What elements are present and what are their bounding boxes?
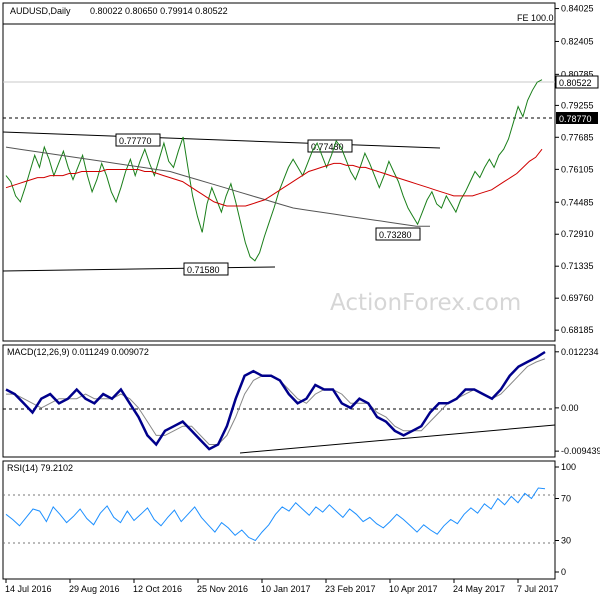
price-series xyxy=(5,79,543,262)
svg-text:0.80522: 0.80522 xyxy=(559,78,592,88)
watermark-text: ActionForex.com xyxy=(330,290,521,316)
macd-axis-ticks: 0.012234 0.00 -0.009439 xyxy=(555,347,600,456)
macd-trendline xyxy=(239,424,556,454)
rsi-line xyxy=(5,487,546,542)
svg-text:0.77480: 0.77480 xyxy=(311,142,344,152)
x-tick-label: 7 Jul 2017 xyxy=(517,584,559,594)
price-tick-label: 0.82405 xyxy=(561,36,594,46)
x-tick-label: 10 Apr 2017 xyxy=(389,584,438,594)
price-label-77770: 0.77770 xyxy=(115,133,161,147)
macd-tick-label: 0.00 xyxy=(561,403,579,413)
price-tick-label: 0.69760 xyxy=(561,293,594,303)
macd-tick-label: -0.009439 xyxy=(561,446,600,456)
moving-averages xyxy=(5,146,543,227)
price-label-71580: 0.71580 xyxy=(183,262,229,276)
x-tick-label: 10 Jan 2017 xyxy=(261,584,311,594)
symbol-label: AUDUSD,Daily xyxy=(10,6,71,16)
price-tick-label: 0.80785 xyxy=(561,69,594,79)
svg-text:0.73280: 0.73280 xyxy=(379,230,412,240)
svg-text:0.77770: 0.77770 xyxy=(119,136,152,146)
rsi-tick-label: 0 xyxy=(561,567,566,577)
ohlc-label: 0.80022 0.80650 0.79914 0.80522 xyxy=(90,6,228,16)
current-price-tag: 0.80522 xyxy=(555,75,599,89)
ma-slow-line xyxy=(5,146,430,227)
macd-panel xyxy=(2,344,556,458)
price-tick-label: 0.76105 xyxy=(561,164,594,174)
upper-trendline xyxy=(2,131,441,149)
price-label-77480: 0.77480 xyxy=(307,139,353,153)
rsi-title: RSI(14) 79.2102 xyxy=(7,463,73,473)
rsi-axis-ticks: 100 70 30 0 xyxy=(555,462,576,577)
x-tick-label: 12 Oct 2016 xyxy=(133,584,182,594)
macd-main-line xyxy=(5,350,546,451)
macd-tick-label: 0.012234 xyxy=(561,347,599,357)
x-tick-label: 23 Feb 2017 xyxy=(325,584,376,594)
x-tick-label: 24 May 2017 xyxy=(453,584,505,594)
fe-level-label: FE 100.0 xyxy=(517,13,554,23)
price-line xyxy=(5,79,543,262)
svg-text:0.71580: 0.71580 xyxy=(187,265,220,275)
price-tick-label: 0.68185 xyxy=(561,325,594,335)
rsi-tick-label: 70 xyxy=(561,494,571,504)
macd-title: MACD(12,26,9) 0.011249 0.009072 xyxy=(7,347,149,357)
ma-fast-line xyxy=(5,148,543,207)
rsi-panel xyxy=(2,460,556,580)
price-tick-label: 0.77685 xyxy=(561,132,594,142)
support-price-tag: 0.78770 xyxy=(556,112,598,124)
price-tick-label: 0.72910 xyxy=(561,229,594,239)
svg-text:0.78770: 0.78770 xyxy=(559,114,592,124)
rsi-tick-label: 100 xyxy=(561,462,576,472)
price-tick-label: 0.84025 xyxy=(561,4,594,14)
rsi-tick-label: 30 xyxy=(561,536,571,546)
x-tick-label: 14 Jul 2016 xyxy=(5,584,52,594)
rsi-series-line xyxy=(5,487,546,542)
x-tick-label: 29 Aug 2016 xyxy=(69,584,120,594)
x-tick-label: 25 Nov 2016 xyxy=(197,584,248,594)
macd-lines xyxy=(5,350,546,451)
x-axis-labels: 14 Jul 2016 29 Aug 2016 12 Oct 2016 25 Nov … xyxy=(5,579,559,594)
price-tick-label: 0.74485 xyxy=(561,197,594,207)
price-label-73280: 0.73280 xyxy=(375,227,421,241)
price-axis-ticks: 0.84025 0.82405 0.80785 0.79255 0.77685 0.761… xyxy=(555,4,594,335)
price-tick-label: 0.79255 xyxy=(561,100,594,110)
lower-trendline xyxy=(2,266,276,272)
price-tick-label: 0.71335 xyxy=(561,261,594,271)
